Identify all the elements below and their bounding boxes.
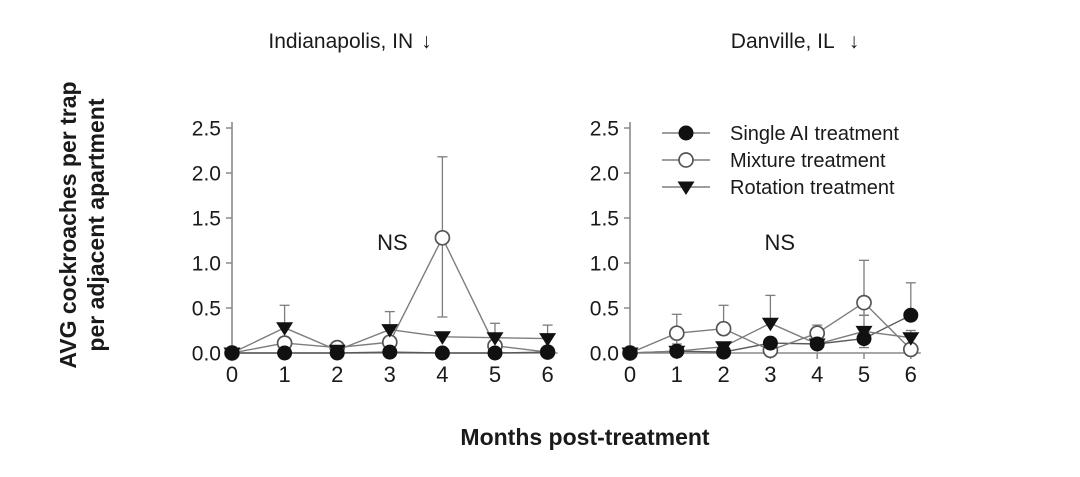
chart-danville: 0.0 0.5 1.0 1.5 2.0 2.5 0 1 2 3 4 5 6 NS Single AI tre… <box>590 118 921 387</box>
x-tick-label: 2 <box>331 362 343 387</box>
x-tick-label: 5 <box>489 362 501 387</box>
triangle-down-marker <box>855 325 873 340</box>
x-tick-label: 1 <box>671 362 683 387</box>
triangle-down-marker <box>328 344 346 359</box>
open-circle-marker <box>678 152 694 168</box>
x-tick-label: 0 <box>624 362 636 387</box>
series-markers <box>621 294 920 361</box>
open-circle-marker <box>434 229 451 246</box>
series-markers <box>223 229 557 361</box>
triangle-down-marker <box>486 332 504 346</box>
triangle-down-marker <box>808 338 826 352</box>
x-tick-label: 4 <box>436 362 448 387</box>
x-tick-label: 6 <box>905 362 917 387</box>
legend: Single AI treatment Mixture treatment Rota… <box>662 123 899 199</box>
error-bars <box>279 156 553 339</box>
legend-label: Mixture treatment <box>730 150 886 172</box>
triangle-down-marker <box>715 341 733 355</box>
triangle-down-marker <box>621 347 639 361</box>
x-tick-label: 1 <box>278 362 290 387</box>
down-arrow-icon: ↓ <box>848 30 860 53</box>
y-tick-label: 0.0 <box>590 343 619 366</box>
triangle-down-marker <box>433 331 451 345</box>
y-tick-label: 1.5 <box>590 208 619 231</box>
y-tick-label: 0.5 <box>590 298 619 321</box>
filled-circle-marker <box>382 344 398 360</box>
panel-title-indianapolis-text: Indianapolis, IN <box>268 30 414 53</box>
y-axis-label-line2: per adjacent apartment <box>83 98 109 352</box>
x-tick-label: 0 <box>226 362 238 387</box>
x-tick-label: 4 <box>811 362 823 387</box>
triangle-down-marker <box>902 332 920 346</box>
panel-title-danville-text: Danville, IL <box>730 30 835 53</box>
filled-circle-marker <box>678 125 694 141</box>
filled-circle-marker <box>487 345 503 361</box>
triangle-down-marker <box>677 181 695 195</box>
y-axis-label-line1: AVG cockroaches per trap <box>54 81 81 369</box>
axes: 0.0 0.5 1.0 1.5 2.0 2.5 0 1 2 3 4 5 6 <box>192 118 558 387</box>
y-tick-label: 1.0 <box>590 253 619 276</box>
open-circle-marker <box>715 320 732 337</box>
y-tick-label: 2.0 <box>192 163 221 186</box>
down-arrow-icon: ↓ <box>421 30 432 53</box>
open-circle-marker <box>856 294 872 311</box>
filled-circle-marker <box>434 345 450 361</box>
triangle-down-marker <box>381 324 399 338</box>
filled-circle-marker <box>277 345 293 361</box>
y-tick-label: 0.5 <box>192 298 221 321</box>
triangle-down-marker <box>276 322 294 336</box>
x-tick-label: 6 <box>541 362 553 387</box>
x-tick-label: 2 <box>717 362 729 387</box>
x-tick-label: 5 <box>858 362 870 387</box>
error-bars <box>671 259 916 349</box>
legend-label: Rotation treatment <box>730 177 895 199</box>
filled-circle-marker <box>762 335 778 351</box>
y-axis-label: AVG cockroaches per trap per adjacent ap… <box>54 45 110 405</box>
ns-annotation: NS <box>377 230 408 255</box>
y-tick-label: 1.5 <box>192 208 221 231</box>
y-tick-label: 2.0 <box>590 163 619 186</box>
filled-circle-marker <box>903 307 919 323</box>
chart-indianapolis: 0.0 0.5 1.0 1.5 2.0 2.5 0 1 2 3 4 5 6 NS <box>192 118 558 387</box>
y-tick-label: 0.0 <box>192 343 221 366</box>
triangle-down-marker <box>668 345 686 360</box>
y-tick-label: 2.5 <box>590 118 619 141</box>
x-tick-label: 3 <box>764 362 776 387</box>
ns-annotation: NS <box>764 230 795 255</box>
filled-circle-marker <box>540 344 556 360</box>
panel-title-indianapolis: Indianapolis, IN ↓ <box>268 30 431 54</box>
y-tick-label: 1.0 <box>192 253 221 276</box>
y-tick-label: 2.5 <box>192 118 221 141</box>
triangle-down-marker <box>539 333 557 347</box>
x-axis-label: Months post-treatment <box>460 424 710 450</box>
panel-title-danville: Danville, IL ↓ <box>731 30 859 54</box>
open-circle-marker <box>668 325 685 342</box>
x-tick-label: 3 <box>384 362 396 387</box>
triangle-down-marker <box>761 317 779 332</box>
triangle-down-marker <box>223 347 241 361</box>
legend-label: Single AI treatment <box>730 123 899 145</box>
